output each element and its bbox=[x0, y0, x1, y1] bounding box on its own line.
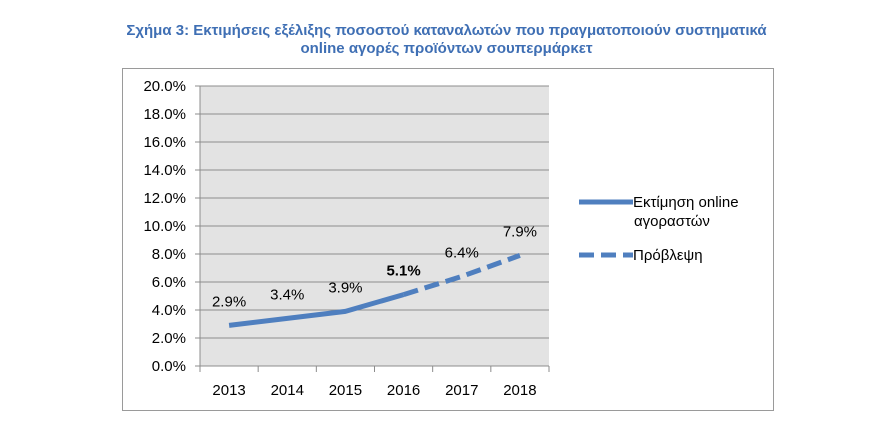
y-tick-label: 16.0% bbox=[143, 134, 186, 151]
data-label: 5.1% bbox=[386, 263, 420, 280]
x-tick-label: 2013 bbox=[212, 382, 245, 399]
data-label: 6.4% bbox=[445, 244, 479, 261]
data-label: 2.9% bbox=[212, 293, 246, 310]
chart-title-line1: Σχήμα 3: Εκτιμήσεις εξέλιξης ποσοστού κα… bbox=[126, 22, 767, 39]
x-tick-label: 2018 bbox=[503, 382, 536, 399]
series-line-forecast bbox=[402, 253, 521, 297]
legend-label-forecast: Πρόβλεψη bbox=[633, 247, 703, 264]
chart-title: Σχήμα 3: Εκτιμήσεις εξέλιξης ποσοστού κα… bbox=[0, 22, 893, 58]
y-tick-label: 0.0% bbox=[152, 358, 186, 375]
y-tick-label: 8.0% bbox=[152, 246, 186, 263]
y-tick-label: 18.0% bbox=[143, 106, 186, 123]
data-label: 3.9% bbox=[328, 279, 362, 296]
legend-label-estimate-line1: Εκτίμηση online bbox=[633, 194, 739, 211]
legend-item-forecast: Πρόβλεψη bbox=[633, 246, 703, 265]
chart-title-line2: online αγορές προϊόντων σουπερμάρκετ bbox=[300, 40, 593, 57]
x-tick-label: 2016 bbox=[387, 382, 420, 399]
y-tick-label: 10.0% bbox=[143, 218, 186, 235]
data-label: 3.4% bbox=[270, 286, 304, 303]
x-tick-label: 2014 bbox=[271, 382, 304, 399]
series-line-estimate bbox=[228, 292, 405, 328]
y-tick-label: 14.0% bbox=[143, 162, 186, 179]
x-tick-label: 2017 bbox=[445, 382, 478, 399]
data-label: 7.9% bbox=[503, 223, 537, 240]
y-tick-label: 4.0% bbox=[152, 302, 186, 319]
y-tick-label: 12.0% bbox=[143, 190, 186, 207]
y-tick-label: 6.0% bbox=[152, 274, 186, 291]
y-tick-label: 20.0% bbox=[143, 78, 186, 95]
legend-label-estimate-line2: αγοραστών bbox=[634, 213, 710, 230]
x-tick-label: 2015 bbox=[329, 382, 362, 399]
legend-item-estimate: Εκτίμηση online αγοραστών bbox=[633, 193, 739, 231]
y-tick-label: 2.0% bbox=[152, 330, 186, 347]
